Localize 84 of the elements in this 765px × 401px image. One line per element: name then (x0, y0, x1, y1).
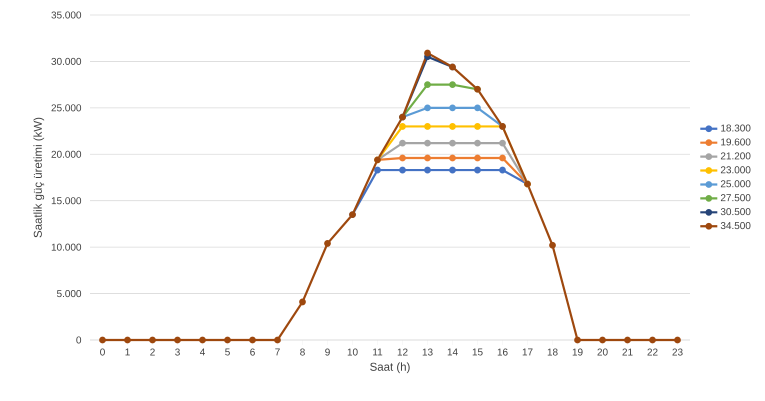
y-tick-label: 5.000 (56, 290, 82, 298)
legend-label: 30.500 (720, 208, 750, 216)
x-tick-label: 4 (200, 348, 205, 356)
point (424, 166, 431, 174)
x-tick-label: 2 (150, 348, 155, 356)
point (324, 240, 331, 247)
legend-label: 18.300 (721, 124, 750, 132)
x-tick-label: 7 (275, 348, 280, 356)
point (274, 336, 281, 344)
point (399, 166, 406, 174)
point (399, 154, 406, 162)
x-tick-label: 13 (422, 348, 433, 356)
point (474, 154, 481, 162)
point (449, 166, 456, 174)
x-tick-label: 23 (672, 348, 683, 356)
point (499, 166, 506, 174)
x-tick-label: 9 (325, 348, 330, 356)
y-tick-label: 15.000 (52, 197, 82, 204)
point (374, 166, 381, 174)
x-tick-label: 17 (522, 348, 533, 356)
y-tick-label: 30.000 (51, 58, 82, 65)
point (424, 104, 431, 112)
x-tick-label: 3 (175, 348, 180, 356)
point (499, 140, 506, 147)
legend-label: 25.000 (720, 180, 750, 188)
x-tick-label: 11 (373, 348, 382, 356)
y-tick-label: 25.000 (52, 104, 82, 112)
point (199, 336, 206, 344)
point (399, 140, 406, 147)
point (674, 336, 681, 344)
point (549, 242, 556, 249)
point (99, 336, 106, 344)
x-tick-label: 21 (622, 348, 633, 356)
x-tick-label: 12 (398, 348, 408, 356)
point (624, 336, 631, 344)
point (224, 336, 231, 344)
x-axis-title: Saat (h) (370, 362, 410, 374)
x-tick-label: 0 (100, 348, 105, 356)
y-tick-label: 20.000 (52, 150, 82, 158)
x-tick-label: 20 (597, 348, 608, 356)
point (449, 81, 456, 88)
point (599, 336, 606, 344)
point (424, 123, 431, 130)
x-tick-label: 5 (225, 348, 230, 356)
point (649, 336, 656, 344)
y-tick-label: 35.000 (51, 11, 82, 19)
x-tick-label: 10 (348, 348, 358, 356)
point (499, 154, 506, 162)
point (474, 104, 481, 112)
x-tick-label: 15 (472, 348, 483, 356)
x-tick-label: 6 (250, 348, 255, 356)
point (299, 298, 306, 306)
point (424, 50, 431, 56)
y-axis-title: Saatlik güç üretimi (kW) (33, 118, 44, 238)
point (249, 336, 256, 344)
x-tick-label: 22 (647, 348, 658, 356)
point (449, 140, 456, 147)
x-tick-label: 18 (548, 348, 558, 356)
legend-label: 23.000 (720, 166, 750, 174)
x-tick-label: 19 (572, 348, 583, 356)
point (149, 336, 156, 344)
x-tick-label: 1 (126, 348, 130, 356)
point (174, 336, 181, 344)
point (474, 166, 481, 174)
legend-label: 21.200 (720, 152, 750, 160)
y-tick-label: 10.000 (52, 244, 82, 251)
point (449, 104, 456, 112)
point (424, 81, 431, 88)
x-tick-label: 16 (498, 348, 508, 356)
point (424, 154, 431, 162)
point (449, 123, 456, 130)
point (399, 123, 406, 130)
x-tick-label: 14 (448, 348, 458, 356)
legend-label: 27.500 (720, 194, 750, 202)
point (474, 123, 481, 130)
point (474, 140, 481, 147)
y-tick-label: 0 (76, 336, 82, 344)
x-tick-label: 8 (300, 348, 305, 356)
point (124, 336, 131, 344)
point (449, 154, 456, 162)
legend-label: 19.600 (721, 138, 750, 146)
point (574, 336, 581, 344)
legend-label: 34.500 (720, 222, 750, 230)
point (424, 140, 431, 147)
